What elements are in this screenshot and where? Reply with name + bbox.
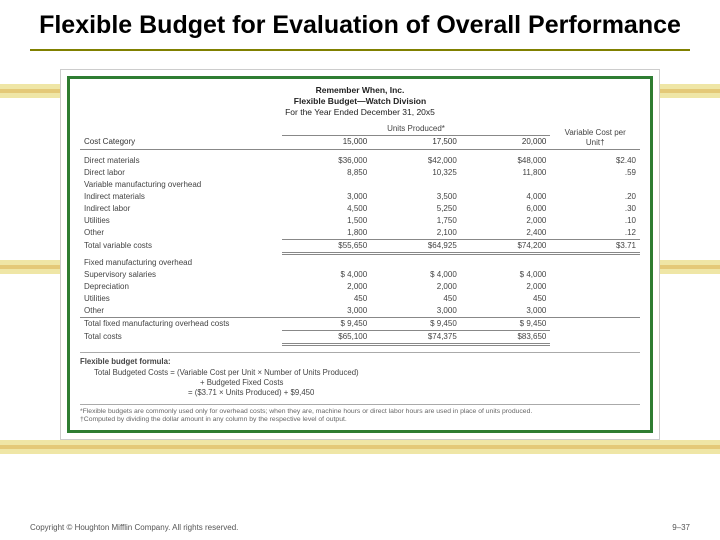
unit-level-0: 15,000 (282, 136, 372, 150)
grand-total-row: Total costs $65,100 $74,375 $83,650 (80, 330, 640, 344)
report-inner: Remember When, Inc. Flexible Budget—Watc… (67, 76, 653, 433)
formula-block: Flexible budget formula: Total Budgeted … (80, 352, 640, 398)
slide: Flexible Budget for Evaluation of Overal… (0, 0, 720, 540)
report-header: Remember When, Inc. Flexible Budget—Watc… (80, 85, 640, 117)
units-produced-header: Units Produced* (282, 123, 551, 136)
slide-title: Flexible Budget for Evaluation of Overal… (30, 10, 690, 41)
footnote-star: *Flexible budgets are commonly used only… (80, 408, 640, 416)
formula-line-2: + Budgeted Fixed Costs (80, 378, 640, 388)
table-row: Fixed manufacturing overhead (80, 257, 640, 269)
table-row: Other 3,000 3,000 3,000 (80, 305, 640, 318)
budget-table: Units Produced* Variable Cost per Unit† … (80, 123, 640, 346)
table-row: Indirect materials 3,000 3,500 4,000 .20 (80, 191, 640, 203)
copyright-text: Copyright © Houghton Mifflin Company. Al… (30, 523, 238, 532)
report-container: Remember When, Inc. Flexible Budget—Watc… (60, 69, 660, 440)
page-number: 9–37 (672, 523, 690, 532)
total-fixed-row: Total fixed manufacturing overhead costs… (80, 317, 640, 330)
formula-title: Flexible budget formula: (80, 357, 640, 367)
footnote-dagger: †Computed by dividing the dollar amount … (80, 416, 640, 424)
table-row: Depreciation 2,000 2,000 2,000 (80, 281, 640, 293)
unit-level-1: 17,500 (371, 136, 461, 150)
table-row: Indirect labor 4,500 5,250 6,000 .30 (80, 203, 640, 215)
formula-line-1: Total Budgeted Costs = (Variable Cost pe… (80, 368, 640, 378)
formula-line-3: = ($3.71 × Units Produced) + $9,450 (80, 388, 640, 398)
footnotes: *Flexible budgets are commonly used only… (80, 404, 640, 424)
company-name: Remember When, Inc. (80, 85, 640, 96)
table-row: Other 1,800 2,100 2,400 .12 (80, 227, 640, 240)
table-row: Direct materials $36,000 $42,000 $48,000… (80, 153, 640, 167)
table-row: Supervisory salaries $ 4,000 $ 4,000 $ 4… (80, 269, 640, 281)
title-area: Flexible Budget for Evaluation of Overal… (0, 0, 720, 45)
total-variable-row: Total variable costs $55,650 $64,925 $74… (80, 239, 640, 253)
cost-category-header: Cost Category (80, 136, 282, 150)
report-subtitle: Flexible Budget—Watch Division (80, 96, 640, 107)
report-period: For the Year Ended December 31, 20x5 (80, 107, 640, 118)
title-underline (30, 49, 690, 51)
table-row: Utilities 450 450 450 (80, 293, 640, 305)
slide-footer: Copyright © Houghton Mifflin Company. Al… (30, 523, 690, 532)
var-unit-header: Variable Cost per Unit† (550, 123, 640, 150)
unit-level-2: 20,000 (461, 136, 551, 150)
units-header-row: Units Produced* Variable Cost per Unit† (80, 123, 640, 136)
table-row: Direct labor 8,850 10,325 11,800 .59 (80, 167, 640, 179)
decor-band-3 (0, 440, 720, 454)
table-row: Utilities 1,500 1,750 2,000 .10 (80, 215, 640, 227)
table-row: Variable manufacturing overhead (80, 179, 640, 191)
